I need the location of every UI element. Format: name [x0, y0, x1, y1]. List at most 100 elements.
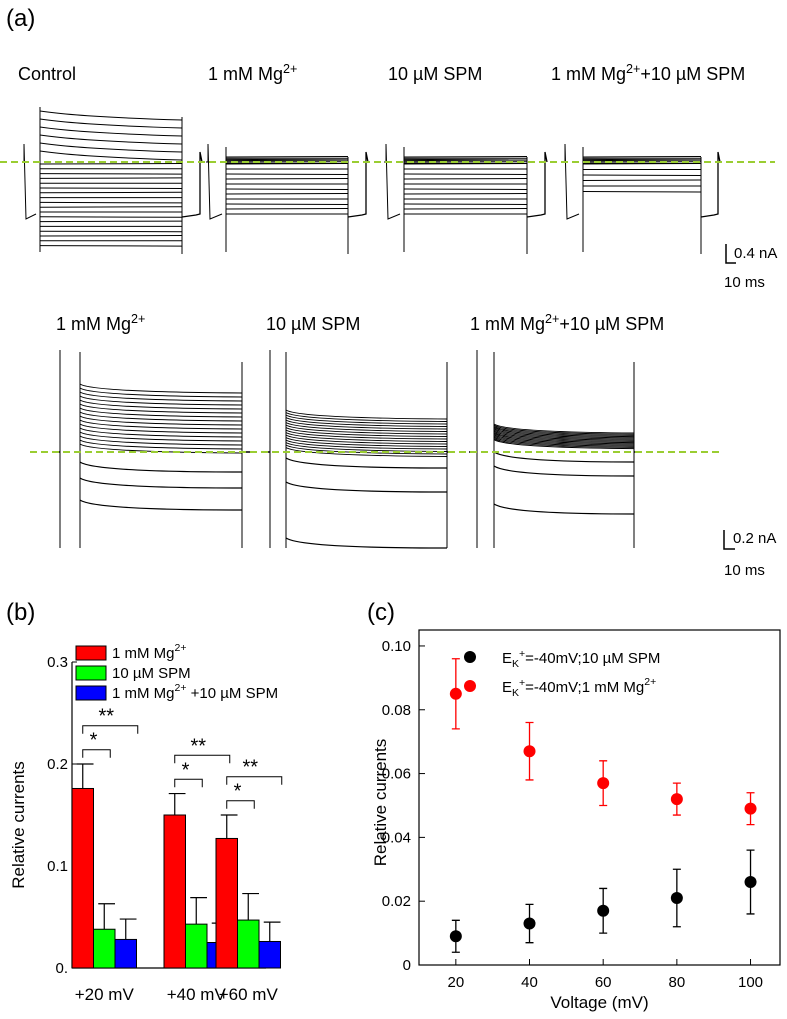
panel-label-b: (b) — [6, 599, 35, 626]
trace-step — [285, 409, 448, 420]
trace-pre — [384, 143, 401, 220]
bar-0-2 — [215, 837, 238, 969]
trace-step — [39, 206, 183, 208]
trace-step — [493, 429, 635, 440]
trace-step — [39, 235, 183, 237]
y-tick-label: 0 — [403, 957, 411, 974]
trace-step — [285, 437, 448, 447]
trace-step — [582, 159, 702, 162]
trace-step — [39, 173, 183, 175]
trace-step — [39, 110, 183, 121]
trace-group-bottom-0 — [52, 350, 250, 548]
scale-bar-top — [725, 244, 736, 264]
legend-marker-1 — [464, 680, 476, 692]
trace-step — [493, 430, 635, 441]
y-axis-title: Relative currents — [371, 739, 390, 867]
trace-label-top-3: 1 mM Mg2+​+10 µM SPM — [551, 62, 745, 84]
trace-step — [582, 156, 702, 158]
y-tick-label: 0. — [55, 960, 68, 977]
trace-step — [39, 230, 183, 233]
trace-step — [79, 403, 243, 414]
trace-step — [493, 431, 635, 442]
trace-neg — [285, 457, 448, 469]
trace-step — [79, 439, 243, 450]
legend-marker-0 — [464, 651, 476, 663]
legend-swatch-1 — [75, 665, 107, 681]
trace-step — [285, 447, 448, 457]
trace-step — [285, 432, 448, 442]
trace-neg — [79, 461, 243, 473]
bar-2-0 — [114, 938, 137, 969]
trace-step — [79, 435, 243, 446]
y-tick-label: 0.10 — [382, 638, 411, 655]
scale-time-top: 10 ms — [724, 274, 765, 291]
point-0-3 — [670, 892, 683, 904]
trace-pre — [563, 143, 580, 220]
trace-step — [493, 435, 635, 446]
trace-step — [39, 134, 183, 145]
error-bar-1-2 — [242, 892, 259, 921]
point-0-2 — [597, 904, 610, 917]
point-1-0 — [449, 687, 462, 700]
trace-step — [285, 419, 448, 430]
y-tick-label: 0.02 — [382, 893, 411, 910]
trace-step — [225, 173, 349, 175]
y-axis-title: Relative currents — [9, 761, 28, 889]
trace-label-top-2: 10 µM SPM — [388, 64, 482, 84]
trace-step — [493, 436, 635, 447]
error-bar-1-1 — [190, 897, 207, 925]
sig-star-long: ** — [98, 706, 114, 728]
point-0-1 — [523, 917, 536, 930]
plot-frame — [418, 629, 781, 966]
point-1-4 — [744, 802, 757, 815]
trace-group-top-1 — [206, 143, 369, 254]
legend-label-0: EK+​=-40mV;10 µM SPM — [502, 648, 660, 670]
trace-step — [285, 422, 448, 432]
sig-bracket-short — [82, 749, 111, 758]
trace-step — [79, 415, 243, 426]
legend-label-2: 1 mM Mg2+​ +10 µM SPM — [112, 682, 278, 702]
point-0-0 — [449, 930, 462, 943]
trace-step — [39, 245, 183, 247]
error-bar-2-2 — [263, 921, 281, 942]
sig-star-long: ** — [190, 735, 206, 757]
legend-label-1: EK+​=-40mV;1 mM Mg2+​ — [502, 676, 656, 699]
sig-bracket-long — [82, 725, 139, 734]
trace-step — [225, 159, 349, 162]
point-1-2 — [597, 777, 610, 790]
trace-step — [285, 429, 448, 440]
trace-step — [79, 411, 243, 422]
trace-step — [493, 424, 635, 435]
trace-step — [403, 163, 528, 165]
trace-step — [39, 150, 183, 161]
x-tick-label: +60 mV — [219, 985, 279, 1004]
scale-current-top: 0.4 nA — [734, 245, 777, 262]
trace-step — [79, 395, 243, 406]
trace-step — [285, 439, 448, 450]
error-bar-0-1 — [168, 792, 186, 815]
trace-step — [285, 424, 448, 435]
trace-step — [225, 163, 349, 165]
trace-step — [39, 201, 183, 204]
trace-step — [225, 188, 349, 190]
sig-bracket-short — [174, 778, 203, 788]
trace-step — [79, 431, 243, 442]
trace-step — [39, 220, 183, 223]
x-tick-label: 80 — [669, 974, 686, 991]
trace-step — [403, 193, 528, 195]
trace-step — [285, 434, 448, 445]
trace-step — [493, 433, 635, 444]
sig-star-short: * — [234, 781, 242, 803]
bar-1-2 — [237, 919, 260, 969]
trace-neg — [79, 477, 243, 489]
legend-swatch-0 — [75, 645, 107, 661]
trace-step — [39, 191, 183, 194]
x-tick-label: +20 mV — [75, 985, 135, 1004]
y-tick-label: 0.06 — [382, 766, 411, 783]
bar-1-1 — [185, 923, 208, 969]
x-tick-label: 60 — [595, 974, 612, 991]
trace-step — [79, 407, 243, 418]
trace-step — [225, 156, 349, 158]
trace-neg — [493, 451, 635, 463]
